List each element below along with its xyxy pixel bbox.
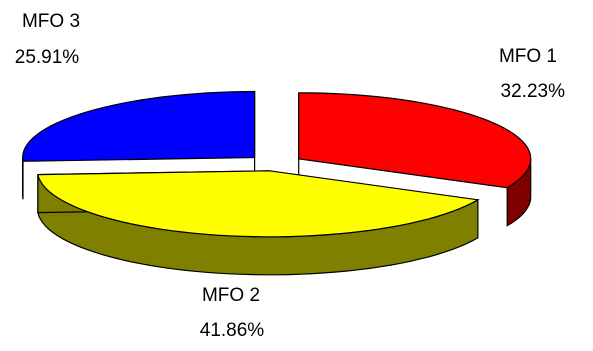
slice-mfo-2-top: [37, 170, 480, 238]
label-mfo-2: MFO 2 41.86%: [200, 285, 265, 341]
label-mfo-1: MFO 1 32.23%: [499, 46, 565, 102]
slice-mfo-1-top: [298, 92, 532, 189]
slice-mfo-3-top: [21, 90, 256, 162]
label-mfo-3: MFO 3 25.91%: [15, 11, 80, 68]
label-mfo-1-name: MFO 1: [499, 46, 557, 67]
label-mfo-2-name: MFO 2: [202, 285, 260, 306]
label-mfo-2-value: 41.86%: [200, 320, 265, 341]
label-mfo-3-name: MFO 3: [22, 11, 80, 32]
pie-slices: [21, 90, 532, 276]
label-mfo-1-value: 32.23%: [501, 81, 566, 102]
label-mfo-3-value: 25.91%: [15, 47, 80, 68]
